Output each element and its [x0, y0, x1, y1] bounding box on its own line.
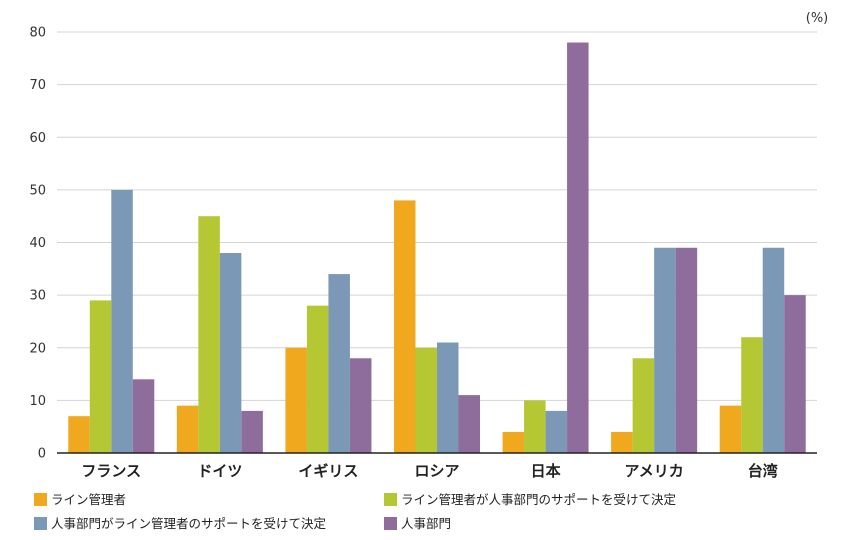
- bar: [241, 410, 263, 453]
- bar: [524, 400, 546, 453]
- y-tick-label: 20: [29, 341, 46, 356]
- category-label: ドイツ: [197, 462, 242, 480]
- y-tick-label: 50: [29, 183, 46, 198]
- bar: [219, 253, 242, 453]
- bar: [285, 347, 307, 453]
- bar: [567, 42, 589, 454]
- bar: [719, 405, 742, 453]
- legend-swatch: [34, 493, 47, 506]
- bar: [132, 379, 155, 453]
- legend-swatch: [384, 517, 397, 530]
- bar: [502, 431, 525, 453]
- bar: [458, 395, 480, 453]
- gridlines: [57, 31, 817, 401]
- bar: [654, 247, 676, 453]
- category-label: イギリス: [298, 462, 358, 480]
- legend-label: 人事部門がライン管理者のサポートを受けて決定: [51, 516, 326, 531]
- legend-label: 人事部門: [401, 516, 451, 531]
- unit-label: (%): [806, 11, 829, 26]
- bars: [68, 42, 806, 454]
- category-label: 日本: [531, 462, 561, 480]
- legend-label: ライン管理者: [51, 492, 126, 507]
- bar: [198, 216, 220, 453]
- legend-swatch: [384, 493, 397, 506]
- y-tick-label: 70: [29, 78, 46, 93]
- legend-swatch: [34, 517, 47, 530]
- bar: [111, 189, 133, 453]
- bar: [762, 247, 785, 453]
- bar: [68, 416, 90, 453]
- bar: [176, 405, 199, 453]
- bar: [632, 358, 655, 453]
- bar: [784, 295, 806, 453]
- legend: ライン管理者 ライン管理者が人事部門のサポートを受けて決定人事部門がライン管理者の…: [34, 492, 676, 531]
- bar: [437, 342, 459, 453]
- y-tick-label: 80: [29, 26, 46, 41]
- category-labels: フランス ドイツ イギリス ロシア 日本 アメリカ 台湾: [81, 462, 777, 480]
- category-label: ロシア: [414, 462, 459, 480]
- y-tick-label: 0: [38, 447, 46, 462]
- legend-label: ライン管理者が人事部門のサポートを受けて決定: [401, 492, 676, 507]
- bar: [89, 300, 112, 453]
- y-tick-label: 10: [29, 394, 46, 409]
- bar: [349, 358, 372, 453]
- category-label: アメリカ: [625, 462, 684, 480]
- bar: [545, 410, 568, 453]
- y-tick-label: 60: [29, 131, 46, 146]
- y-axis-ticks: 0 10 20 30 40 50 60 70 80: [29, 26, 46, 462]
- y-tick-label: 40: [29, 236, 46, 251]
- bar: [328, 274, 350, 453]
- bar: [415, 347, 437, 453]
- category-label: フランス: [81, 462, 141, 480]
- bar: [741, 337, 763, 453]
- bar: [675, 247, 698, 453]
- category-label: 台湾: [748, 462, 778, 480]
- bar: [611, 431, 633, 453]
- bar: [394, 200, 416, 453]
- y-tick-label: 30: [29, 289, 46, 304]
- bar: [306, 305, 329, 453]
